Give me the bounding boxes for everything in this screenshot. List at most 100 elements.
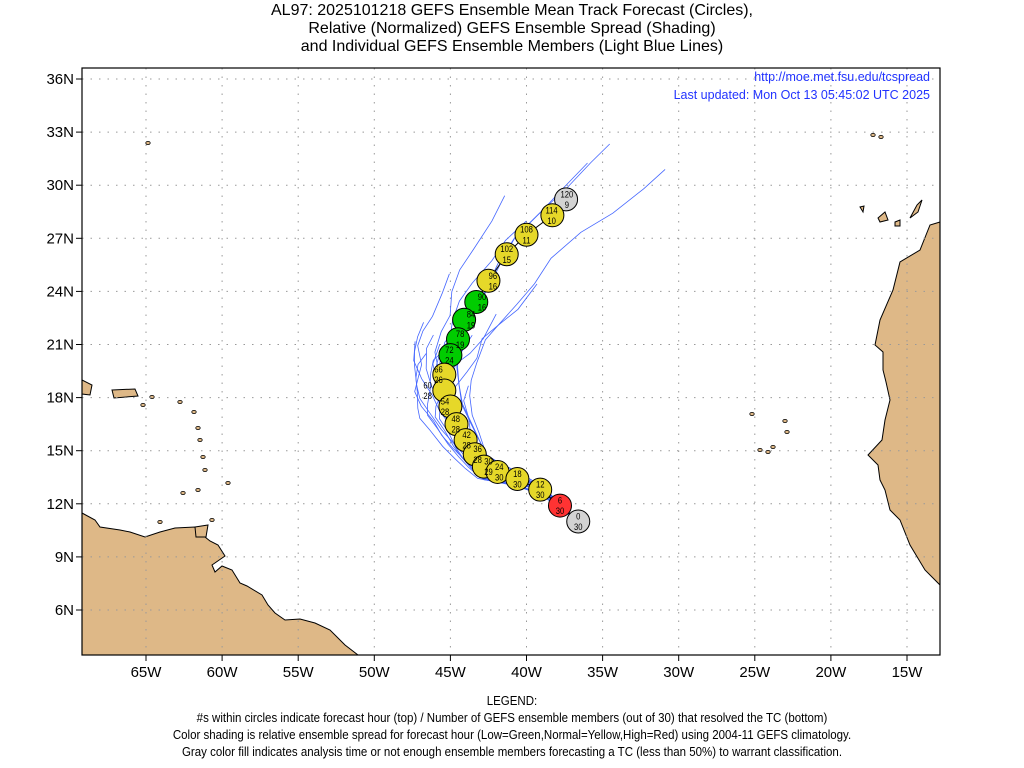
land-layer xyxy=(81,132,941,656)
track-circle xyxy=(514,222,539,247)
member-count-label: 19 xyxy=(467,320,476,331)
island xyxy=(145,140,151,145)
lon-tick-label: 45W xyxy=(435,664,467,681)
member-count-label: 30 xyxy=(536,490,545,501)
island xyxy=(191,409,197,414)
forecast-hour-label: 24 xyxy=(495,461,504,472)
member-count-label: 24 xyxy=(445,355,454,366)
source-url: http://moe.met.fsu.edu/tcspread xyxy=(754,70,930,84)
lon-tick-label: 65W xyxy=(131,664,163,681)
forecast-hour-label: 114 xyxy=(545,205,558,216)
island xyxy=(749,411,755,416)
track-circle xyxy=(494,242,519,267)
member-count-label: 19 xyxy=(456,339,465,350)
member-count-label: 28 xyxy=(441,406,450,417)
forecast-hour-label: 84 xyxy=(467,309,476,320)
forecast-hour-label: 54 xyxy=(441,396,450,407)
forecast-hour-label: 66 xyxy=(434,364,443,375)
island xyxy=(180,490,186,495)
track-circle xyxy=(547,493,572,518)
forecast-hour-label: 36 xyxy=(473,444,482,455)
forecast-hour-label: 120 xyxy=(560,189,573,200)
lat-tick-label: 18N xyxy=(46,390,74,407)
member-count-label: 28 xyxy=(452,424,461,435)
landmass xyxy=(81,512,360,656)
forecast-hour-label: 30 xyxy=(484,456,493,467)
member-count-label: 28 xyxy=(423,390,432,401)
landmass xyxy=(909,199,923,219)
member-count-label: 29 xyxy=(484,467,493,478)
forecast-hour-label: 12 xyxy=(536,479,545,490)
lon-tick-label: 20W xyxy=(815,664,847,681)
lon-tick-label: 55W xyxy=(283,664,315,681)
chart-title-line-3: and Individual GEFS Ensemble Members (Li… xyxy=(300,38,724,55)
island xyxy=(878,134,884,139)
lat-tick-label: 15N xyxy=(46,443,74,460)
lat-tick-label: 27N xyxy=(46,230,74,247)
lon-tick-label: 35W xyxy=(587,664,619,681)
island xyxy=(209,518,215,523)
lat-tick-label: 12N xyxy=(46,496,74,513)
island xyxy=(202,467,208,472)
lon-tick-label: 60W xyxy=(207,664,239,681)
forecast-hour-label: 90 xyxy=(478,291,487,302)
island xyxy=(195,487,201,492)
axis-ticks: 65W 60W 55W 50W 45W 40W 35W 30W 25W 20W 15W 6N 9N 12N… xyxy=(46,71,923,681)
forecast-hour-label: 48 xyxy=(452,414,461,425)
lon-tick-label: 40W xyxy=(511,664,543,681)
track-point-label: 630 xyxy=(556,495,565,516)
last-updated: Last updated: Mon Oct 13 05:45:02 UTC 20… xyxy=(674,88,930,102)
forecast-hour-label: 0 xyxy=(576,511,581,522)
landmass xyxy=(867,221,941,587)
forecast-hour-label: 6 xyxy=(558,495,563,506)
ensemble-member-line xyxy=(415,353,579,522)
legend-heading: LEGEND: xyxy=(486,694,538,708)
island xyxy=(200,454,206,459)
lat-tick-label: 24N xyxy=(46,283,74,300)
track-labels: 0306301230183024303029362842284828542860… xyxy=(423,189,582,533)
landmass xyxy=(859,205,865,214)
mean-track xyxy=(432,187,591,534)
lat-tick-label: 6N xyxy=(55,602,74,619)
island xyxy=(177,399,183,404)
track-circle xyxy=(476,268,501,293)
lat-tick-label: 36N xyxy=(46,71,74,88)
forecast-hour-label: 42 xyxy=(462,429,471,440)
landmass xyxy=(194,524,209,538)
lon-tick-label: 25W xyxy=(739,664,771,681)
member-count-label: 28 xyxy=(473,454,482,465)
track-circle xyxy=(528,477,553,502)
lat-tick-label: 9N xyxy=(55,549,74,566)
forecast-hour-label: 18 xyxy=(513,468,522,479)
track-circle xyxy=(554,187,579,212)
island xyxy=(157,520,163,525)
member-count-label: 10 xyxy=(547,215,556,226)
member-count-label: 9 xyxy=(565,199,570,210)
track-circle xyxy=(464,290,489,315)
lat-tick-label: 33N xyxy=(46,124,74,141)
forecast-hour-label: 102 xyxy=(500,244,513,255)
chart-title-line-1: AL97: 2025101218 GEFS Ensemble Mean Trac… xyxy=(271,2,753,19)
island xyxy=(149,394,155,399)
track-circle xyxy=(505,467,530,492)
island xyxy=(770,444,776,449)
member-count-label: 26 xyxy=(434,375,443,386)
